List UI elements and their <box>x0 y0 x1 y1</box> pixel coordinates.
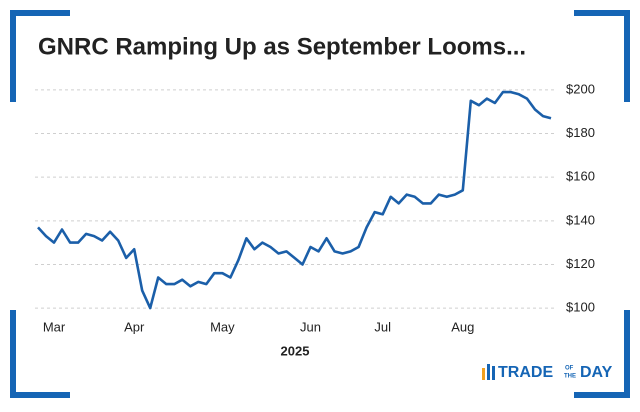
x-tick-label: Aug <box>451 319 474 334</box>
logo-text: THE <box>564 374 576 380</box>
y-tick-label: $180 <box>566 125 595 140</box>
chart-title: GNRC Ramping Up as September Looms... <box>38 33 526 60</box>
y-tick-label: $140 <box>566 212 595 227</box>
y-tick-label: $100 <box>566 300 595 315</box>
y-tick-label: $160 <box>566 169 595 184</box>
logo-text: OF <box>565 366 574 372</box>
x-tick-label: Apr <box>124 319 145 334</box>
x-tick-label: Mar <box>43 319 66 334</box>
frame-corners <box>10 10 630 398</box>
y-tick-label: $200 <box>566 81 595 96</box>
x-tick-label: Jun <box>300 319 321 334</box>
logo: TRADE OF THE DAY <box>482 364 613 381</box>
y-tick-label: $120 <box>566 256 595 271</box>
x-axis-label: 2025 <box>281 343 310 358</box>
logo-text: DAY <box>580 364 613 381</box>
logo-text: TRADE <box>498 364 553 381</box>
price-line <box>37 90 552 310</box>
x-tick-label: May <box>210 319 235 334</box>
x-tick-label: Jul <box>374 319 391 334</box>
